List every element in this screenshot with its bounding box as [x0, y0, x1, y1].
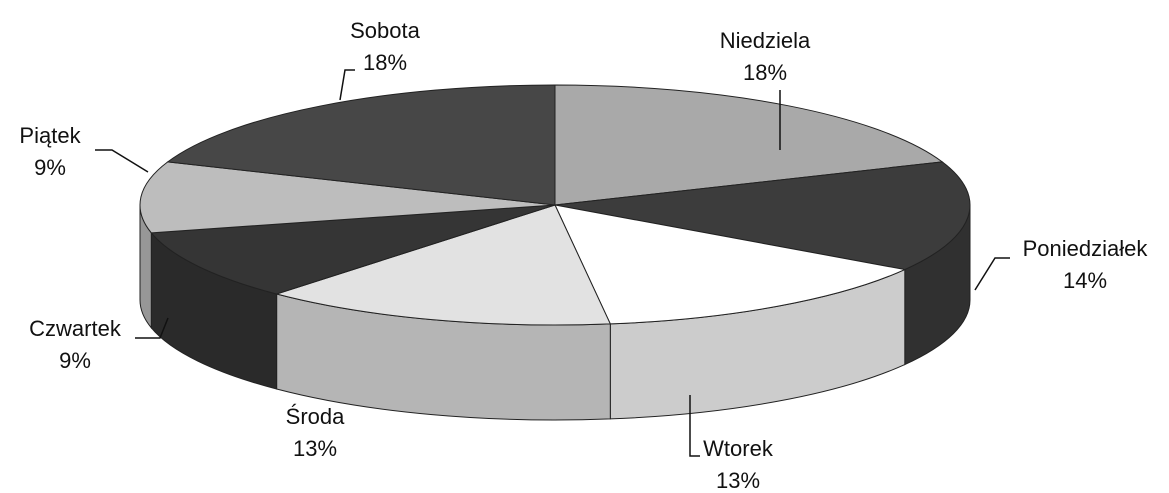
leader-line: [339, 69, 355, 101]
leader-line: [974, 257, 1010, 291]
slice-value-label: 13%: [293, 436, 337, 461]
slice: [554, 84, 944, 206]
slice: [274, 204, 612, 326]
leader-line: [135, 317, 169, 339]
slice-label: Poniedziałek: [1023, 236, 1149, 261]
slice-label: Sobota: [350, 18, 420, 43]
slice-label: Czwartek: [29, 316, 122, 341]
slice-value-label: 18%: [743, 60, 787, 85]
slice-value-label: 14%: [1063, 268, 1107, 293]
slice-value-label: 18%: [363, 50, 407, 75]
slice: [554, 204, 907, 325]
slice-label: Piątek: [19, 123, 81, 148]
slice: [139, 161, 556, 234]
slice: [166, 84, 556, 206]
slice-label: Wtorek: [703, 436, 774, 461]
slice-value-label: 9%: [34, 155, 66, 180]
slice-value-label: 13%: [716, 468, 760, 493]
slice-label: Niedziela: [720, 28, 811, 53]
slice: [554, 161, 971, 271]
leader-line: [95, 149, 149, 173]
leader-line: [689, 395, 700, 457]
slice-value-label: 9%: [59, 348, 91, 373]
slice-label: Środa: [286, 404, 345, 429]
slice: [150, 204, 556, 295]
